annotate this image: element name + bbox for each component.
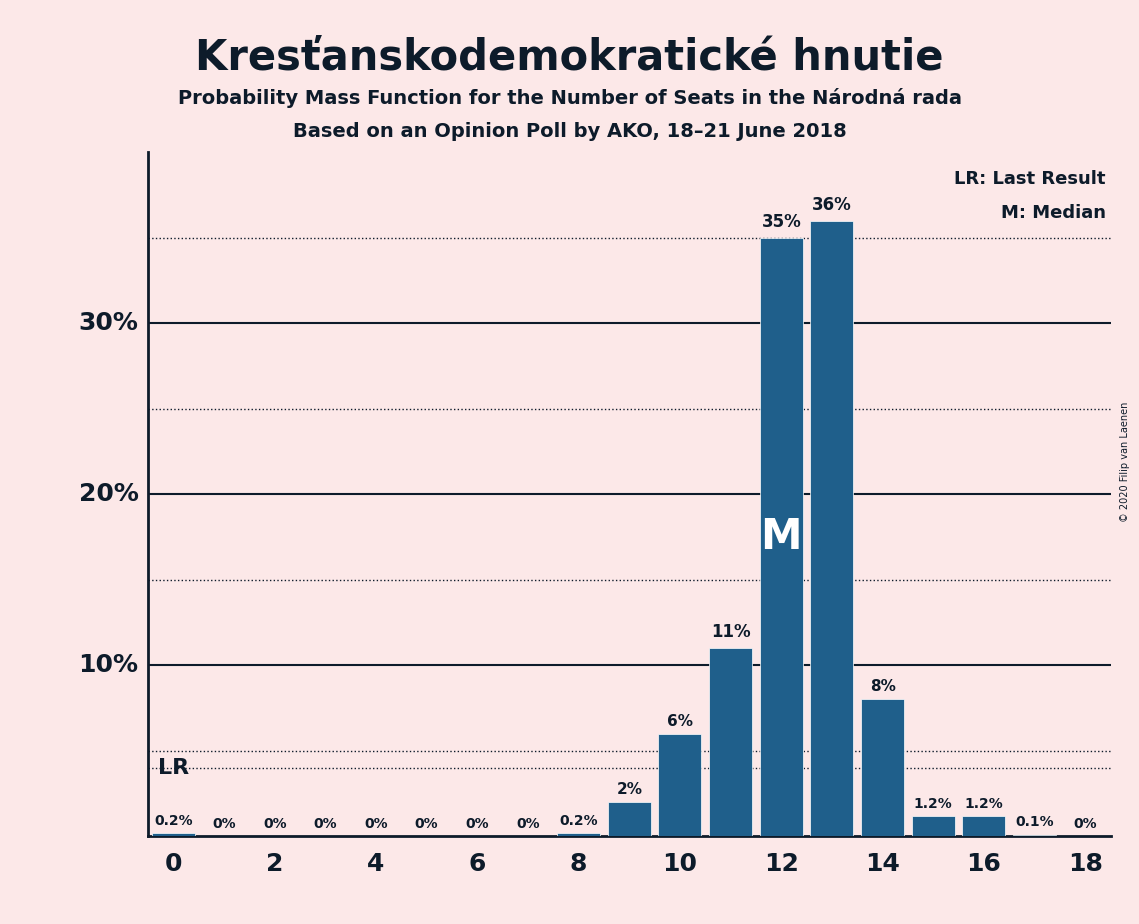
Text: 0%: 0%	[466, 817, 489, 831]
Text: 35%: 35%	[761, 213, 801, 231]
Text: LR: Last Result: LR: Last Result	[954, 170, 1106, 188]
Text: 0%: 0%	[364, 817, 388, 831]
Text: 10%: 10%	[79, 653, 139, 677]
Text: 0%: 0%	[1073, 817, 1097, 831]
Bar	[1013, 834, 1056, 836]
Text: 0%: 0%	[263, 817, 287, 831]
Text: 11%: 11%	[711, 624, 751, 641]
Text: 36%: 36%	[812, 196, 852, 214]
Text: 30%: 30%	[79, 311, 139, 335]
Bar	[557, 833, 600, 836]
Text: 0%: 0%	[415, 817, 439, 831]
Text: M: M	[761, 517, 802, 558]
Text: 0.2%: 0.2%	[559, 814, 598, 828]
Bar	[911, 816, 954, 836]
Text: 8%: 8%	[870, 679, 895, 694]
Bar	[810, 221, 853, 836]
Text: Probability Mass Function for the Number of Seats in the Národná rada: Probability Mass Function for the Number…	[178, 88, 961, 108]
Text: © 2020 Filip van Laenen: © 2020 Filip van Laenen	[1121, 402, 1130, 522]
Text: Based on an Opinion Poll by AKO, 18–21 June 2018: Based on an Opinion Poll by AKO, 18–21 J…	[293, 122, 846, 141]
Bar	[151, 833, 195, 836]
Text: Kresťanskodemokratické hnutie: Kresťanskodemokratické hnutie	[195, 37, 944, 79]
Text: 6%: 6%	[667, 713, 693, 728]
Bar	[710, 649, 752, 836]
Text: 0%: 0%	[516, 817, 540, 831]
Bar	[658, 734, 702, 836]
Text: 0.1%: 0.1%	[1015, 815, 1054, 830]
Text: 1.2%: 1.2%	[913, 796, 952, 810]
Text: 1.2%: 1.2%	[965, 796, 1003, 810]
Bar	[962, 816, 1006, 836]
Text: 0%: 0%	[212, 817, 236, 831]
Text: 2%: 2%	[616, 782, 642, 796]
Bar	[760, 237, 803, 836]
Bar	[861, 699, 904, 836]
Text: 20%: 20%	[79, 482, 139, 506]
Text: 0%: 0%	[313, 817, 337, 831]
Text: LR: LR	[157, 758, 189, 778]
Bar	[608, 802, 650, 836]
Text: M: Median: M: Median	[1001, 203, 1106, 222]
Text: 0.2%: 0.2%	[154, 814, 192, 828]
